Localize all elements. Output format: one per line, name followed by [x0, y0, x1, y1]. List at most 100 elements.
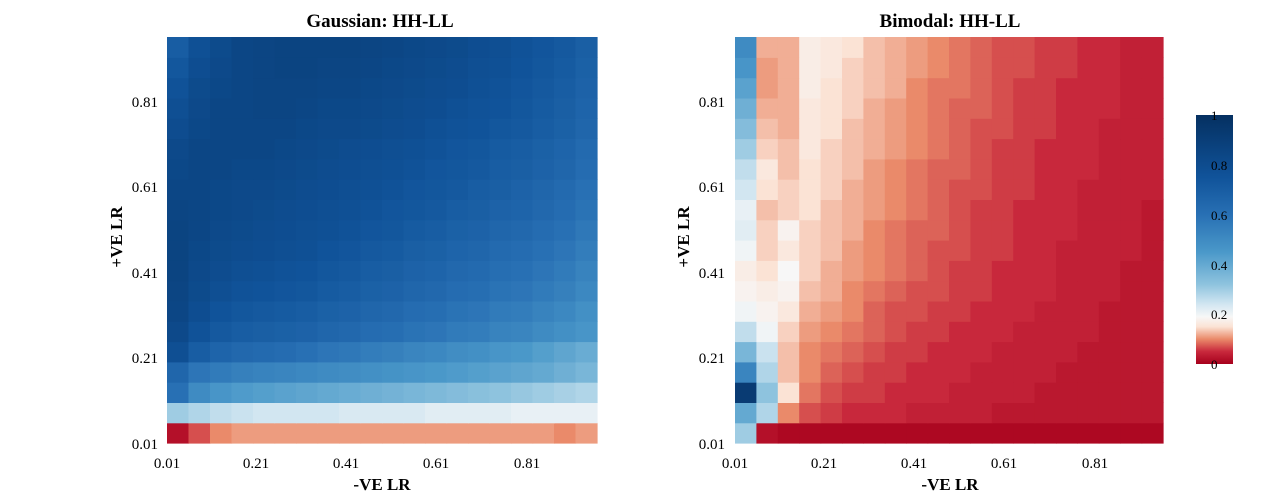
heatmap-cell [1120, 97, 1143, 119]
heatmap-cell [820, 382, 843, 403]
heatmap-cell [403, 402, 426, 424]
heatmap-cell [382, 57, 405, 79]
heatmap-cell [554, 179, 577, 200]
heatmap-cell [360, 422, 383, 444]
heatmap-cell [991, 422, 1014, 444]
heatmap-cell [991, 97, 1014, 119]
heatmap-cell [274, 138, 297, 160]
heatmap-cell [991, 179, 1014, 200]
heatmap-cell [1120, 138, 1143, 160]
heatmap-cell [970, 321, 993, 343]
heatmap-cell [317, 422, 340, 444]
heatmap-cell [210, 77, 233, 99]
heatmap-cell [735, 77, 757, 99]
heatmap-cell [489, 382, 512, 403]
heatmap-cell [511, 158, 534, 180]
heatmap-cell [317, 341, 340, 363]
heatmap-cell [756, 300, 779, 322]
heatmap-cell [906, 97, 929, 119]
heatmap-cell [468, 280, 491, 302]
heatmap-cell [403, 77, 426, 99]
heatmap-cell [842, 280, 864, 302]
heatmap-cell [735, 118, 757, 140]
heatmap-cell [735, 57, 757, 79]
heatmap-cell [1034, 199, 1057, 221]
heatmap-cell [468, 199, 491, 221]
heatmap-cell [949, 97, 971, 119]
heatmap-cell [1056, 240, 1078, 261]
heatmap-cell [532, 138, 555, 160]
heatmap-cell [1098, 260, 1121, 282]
heatmap-cell [842, 219, 864, 241]
heatmap-cell [991, 260, 1014, 282]
heatmap-cell [360, 77, 383, 99]
heatmap-cell [468, 179, 491, 200]
heatmap-cell [1098, 321, 1121, 343]
heatmap-cell [756, 57, 779, 79]
heatmap-cell [468, 361, 491, 383]
heatmap-cell [554, 240, 577, 261]
heatmap-cell [820, 179, 843, 200]
heatmap-cell [188, 422, 211, 444]
gaussian-title: Gaussian: HH-LL [306, 11, 453, 32]
heatmap-cell [970, 240, 993, 261]
heatmap-cell [842, 260, 864, 282]
heatmap-cell [1141, 341, 1164, 363]
heatmap-cell [735, 199, 757, 221]
heatmap-cell [884, 422, 907, 444]
heatmap-cell [554, 422, 577, 444]
heatmap-cell [970, 300, 993, 322]
heatmap-cell [274, 361, 297, 383]
heatmap-cell [842, 382, 864, 403]
heatmap-cell [296, 118, 319, 140]
heatmap-cell [927, 382, 950, 403]
heatmap-cell [382, 219, 405, 241]
heatmap-cell [274, 300, 297, 322]
heatmap-cell [403, 219, 426, 241]
heatmap-cell [970, 402, 993, 424]
heatmap-cell [511, 321, 534, 343]
heatmap-cell [949, 118, 971, 140]
heatmap-cell [1098, 37, 1121, 58]
heatmap-cell [927, 158, 950, 180]
heatmap-cell [1077, 260, 1100, 282]
heatmap-cell [1141, 361, 1164, 383]
heatmap-cell [1077, 57, 1100, 79]
heatmap-cell [296, 77, 319, 99]
heatmap-cell [468, 77, 491, 99]
heatmap-cell [532, 240, 555, 261]
heatmap-cell [446, 37, 469, 58]
heatmap-cell [906, 57, 929, 79]
heatmap-cell [863, 361, 886, 383]
heatmap-cell [863, 37, 886, 58]
heatmap-cell [210, 280, 233, 302]
heatmap-cell [884, 219, 907, 241]
heatmap-cell [382, 341, 405, 363]
heatmap-cell [735, 361, 757, 383]
heatmap-cell [1141, 179, 1164, 200]
heatmap-cell [339, 199, 362, 221]
heatmap-cell [1098, 300, 1121, 322]
heatmap-cell [1120, 382, 1143, 403]
heatmap-cell [554, 260, 577, 282]
heatmap-cell [991, 280, 1014, 302]
heatmap-cell [799, 240, 822, 261]
heatmap-cell [360, 118, 383, 140]
heatmap-cell [188, 199, 211, 221]
heatmap-cell [1141, 77, 1164, 99]
heatmap-cell [842, 77, 864, 99]
heatmap-cell [167, 158, 190, 180]
heatmap-cell [575, 321, 598, 343]
heatmap-cell [468, 97, 491, 119]
heatmap-cell [927, 361, 950, 383]
heatmap-cell [927, 97, 950, 119]
heatmap-cell [1077, 240, 1100, 261]
bimodal-x-ticks: 0.01 0.21 0.41 0.61 0.81 [722, 456, 1108, 472]
heatmap-cell [735, 219, 757, 241]
x-tick-label: 0.01 [722, 456, 748, 472]
heatmap-cell [532, 321, 555, 343]
heatmap-cell [511, 37, 534, 58]
heatmap-cell [1120, 240, 1143, 261]
heatmap-cell [1077, 77, 1100, 99]
heatmap-cell [1034, 300, 1057, 322]
